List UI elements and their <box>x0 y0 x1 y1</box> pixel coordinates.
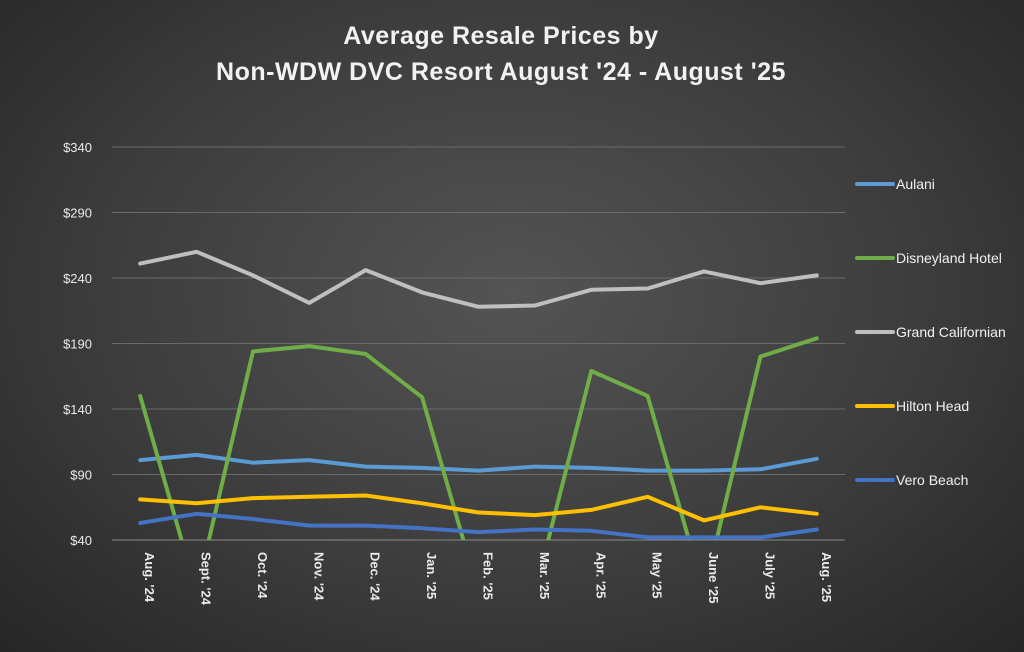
legend-label-hilton-head: Hilton Head <box>896 398 969 414</box>
legend-label-disneyland-hotel: Disneyland Hotel <box>896 250 1002 266</box>
series-line-grand-californian <box>138 249 819 309</box>
series-line-disneyland-hotel <box>138 336 819 540</box>
x-tick-label: Oct. '24 <box>255 552 270 599</box>
x-tick-label: May '25 <box>650 552 665 598</box>
x-tick-label: Feb. '25 <box>481 552 496 600</box>
y-tick-label: $240 <box>63 271 92 286</box>
x-tick-label: Jan. '25 <box>424 552 439 599</box>
x-tick-label: Dec. '24 <box>368 552 383 601</box>
x-axis: Aug. '24 Sept. '24 Oct. '24 Nov. '24 Dec. '2… <box>142 552 834 606</box>
chart-title-line-1: Average Resale Prices by <box>343 22 658 50</box>
x-tick-label: Mar. '25 <box>537 552 552 599</box>
series-line-hilton-head <box>138 493 819 523</box>
y-tick-label: $90 <box>70 468 92 483</box>
x-tick-label: Aug. '25 <box>819 552 834 602</box>
y-tick-label: $190 <box>63 337 92 352</box>
plot-area <box>138 249 819 540</box>
y-tick-label: $140 <box>63 402 92 417</box>
x-tick-label: Aug. '24 <box>142 552 157 603</box>
x-tick-label: July '25 <box>762 552 777 599</box>
x-tick-label: Nov. '24 <box>311 552 326 601</box>
x-tick-label: Sept. '24 <box>199 552 214 606</box>
gridlines <box>112 146 845 541</box>
legend-label-vero-beach: Vero Beach <box>896 472 968 488</box>
y-tick-label: $340 <box>63 140 92 155</box>
chart-title-line-2: Non-WDW DVC Resort August '24 - August '… <box>216 58 786 86</box>
legend: Aulani Disneyland Hotel Grand Californian H… <box>855 176 1006 488</box>
x-tick-label: June '25 <box>706 552 721 604</box>
y-tick-label: $40 <box>70 533 92 548</box>
series-line-aulani <box>138 452 819 473</box>
legend-label-aulani: Aulani <box>896 176 935 192</box>
legend-label-grand-californian: Grand Californian <box>896 324 1006 340</box>
series-line-vero-beach <box>138 511 819 540</box>
y-tick-label: $290 <box>63 206 92 221</box>
x-tick-label: Apr. '25 <box>593 552 608 598</box>
y-axis: $40 $90 $140 $190 $240 $290 $340 <box>63 140 92 548</box>
